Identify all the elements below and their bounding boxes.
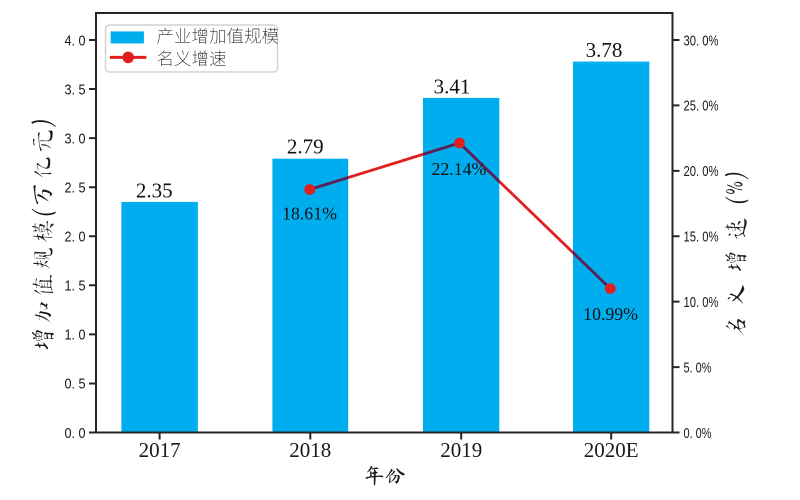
svg-text:20. 0%: 20. 0%: [684, 163, 719, 180]
svg-text:2017: 2017: [139, 438, 181, 462]
svg-text:2020E: 2020E: [584, 438, 639, 462]
svg-text:4. 0: 4. 0: [65, 32, 86, 49]
svg-text:25. 0%: 25. 0%: [684, 98, 719, 115]
svg-text:2.79: 2.79: [287, 135, 324, 159]
svg-text:10.99%: 10.99%: [583, 304, 638, 324]
svg-text:1. 5: 1. 5: [65, 278, 86, 295]
svg-text:2019: 2019: [440, 438, 482, 462]
svg-text:5. 0%: 5. 0%: [684, 359, 712, 376]
svg-text:18.61%: 18.61%: [282, 204, 337, 224]
svg-text:2. 5: 2. 5: [65, 179, 86, 196]
svg-text:10. 0%: 10. 0%: [684, 294, 719, 311]
svg-text:3.78: 3.78: [586, 38, 623, 62]
svg-text:0. 0: 0. 0: [65, 425, 86, 442]
svg-text:22.14%: 22.14%: [431, 159, 486, 179]
svg-text:2. 0: 2. 0: [65, 229, 86, 246]
svg-text:3.41: 3.41: [434, 75, 471, 99]
svg-text:2018: 2018: [289, 438, 331, 462]
svg-text:2.35: 2.35: [136, 179, 173, 203]
svg-text:3. 5: 3. 5: [65, 81, 86, 98]
svg-text:15. 0%: 15. 0%: [684, 229, 719, 246]
svg-text:3. 0: 3. 0: [65, 130, 86, 147]
svg-text:1. 0: 1. 0: [65, 327, 86, 344]
svg-text:0. 5: 0. 5: [65, 376, 86, 393]
svg-text:0. 0%: 0. 0%: [684, 425, 712, 442]
svg-text:30. 0%: 30. 0%: [684, 32, 719, 49]
